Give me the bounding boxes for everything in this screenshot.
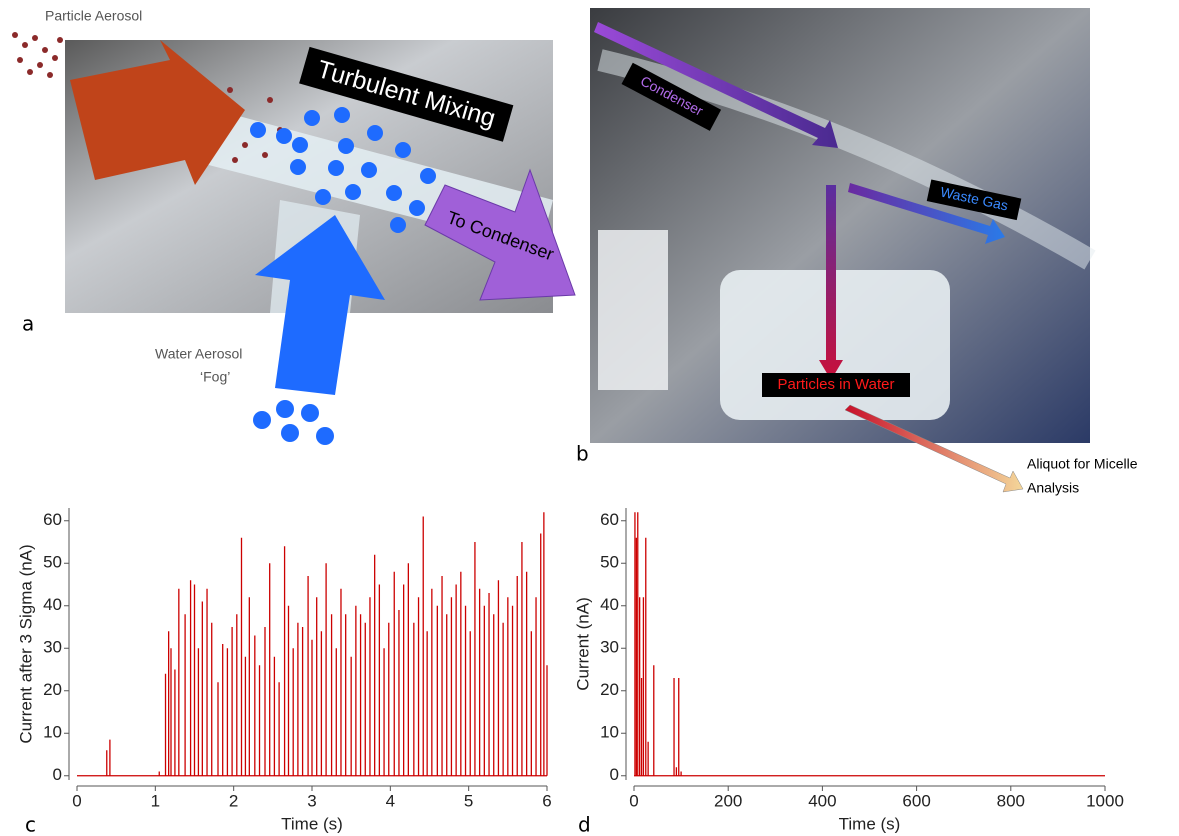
y-tick-label: 10 [600,723,619,742]
x-tick-label: 1 [151,791,160,810]
x-tick-label: 5 [464,791,473,810]
y-tick-label: 0 [53,765,62,784]
x-tick-label: 200 [714,791,742,810]
x-tick-label: 2 [229,791,238,810]
y-tick-label: 50 [43,553,62,572]
x-tick-label: 6 [542,791,551,810]
panel-label: c [25,813,36,836]
panel-b: Condenser Waste Gas Particles in Water A… [576,8,1138,496]
y-tick-label: 0 [610,765,619,784]
y-tick-label: 60 [600,510,619,529]
y-tick-label: 50 [600,553,619,572]
tubing [597,49,1096,270]
y-axis-label: Current (nA) [573,597,592,691]
x-tick-label: 400 [808,791,836,810]
x-tick-label: 0 [72,791,81,810]
y-tick-label: 30 [43,638,62,657]
waste-arrow [848,183,1005,244]
down-arrow [819,185,843,380]
panel-label: d [578,813,591,836]
aliquot-arrow [844,404,1024,493]
y-tick-label: 40 [43,595,62,614]
y-tick-label: 20 [600,680,619,699]
x-tick-label: 3 [307,791,316,810]
particles-label: Particles in Water [778,376,895,393]
y-tick-label: 40 [600,595,619,614]
particle-arrow [70,40,245,185]
x-tick-label: 1000 [1086,791,1124,810]
y-tick-label: 10 [43,723,62,742]
water-arrow [255,215,385,395]
aliquot-label: Aliquot for Micelle [1027,456,1138,472]
panel-label: b [576,442,589,466]
panel-label: a [22,312,34,336]
y-tick-label: 20 [43,680,62,699]
aliquot-label: Analysis [1027,480,1079,496]
y-tick-label: 60 [43,510,62,529]
x-tick-label: 600 [902,791,930,810]
label-bg [926,179,1022,221]
condenser-arrow [594,22,838,148]
water-label: Water Aerosol [155,346,242,362]
condenser-arrow [424,168,576,301]
x-axis-label: Time (s) [839,814,901,833]
label-bg [299,46,514,142]
water-dots [250,107,436,445]
x-tick-label: 4 [386,791,395,810]
bottle [598,230,668,390]
y-axis-label: Current after 3 Sigma (nA) [16,544,35,743]
x-tick-label: 800 [997,791,1025,810]
label-bg [621,62,722,131]
x-tick-label: 0 [629,791,638,810]
x-axis-label: Time (s) [281,814,343,833]
label-bg [762,373,910,397]
particle-label: Particle Aerosol [45,8,142,24]
fog-label: ‘Fog’ [200,369,230,385]
panel-a: Turbulent Mixing To Condenser Particle A… [12,8,576,445]
y-tick-label: 30 [600,638,619,657]
